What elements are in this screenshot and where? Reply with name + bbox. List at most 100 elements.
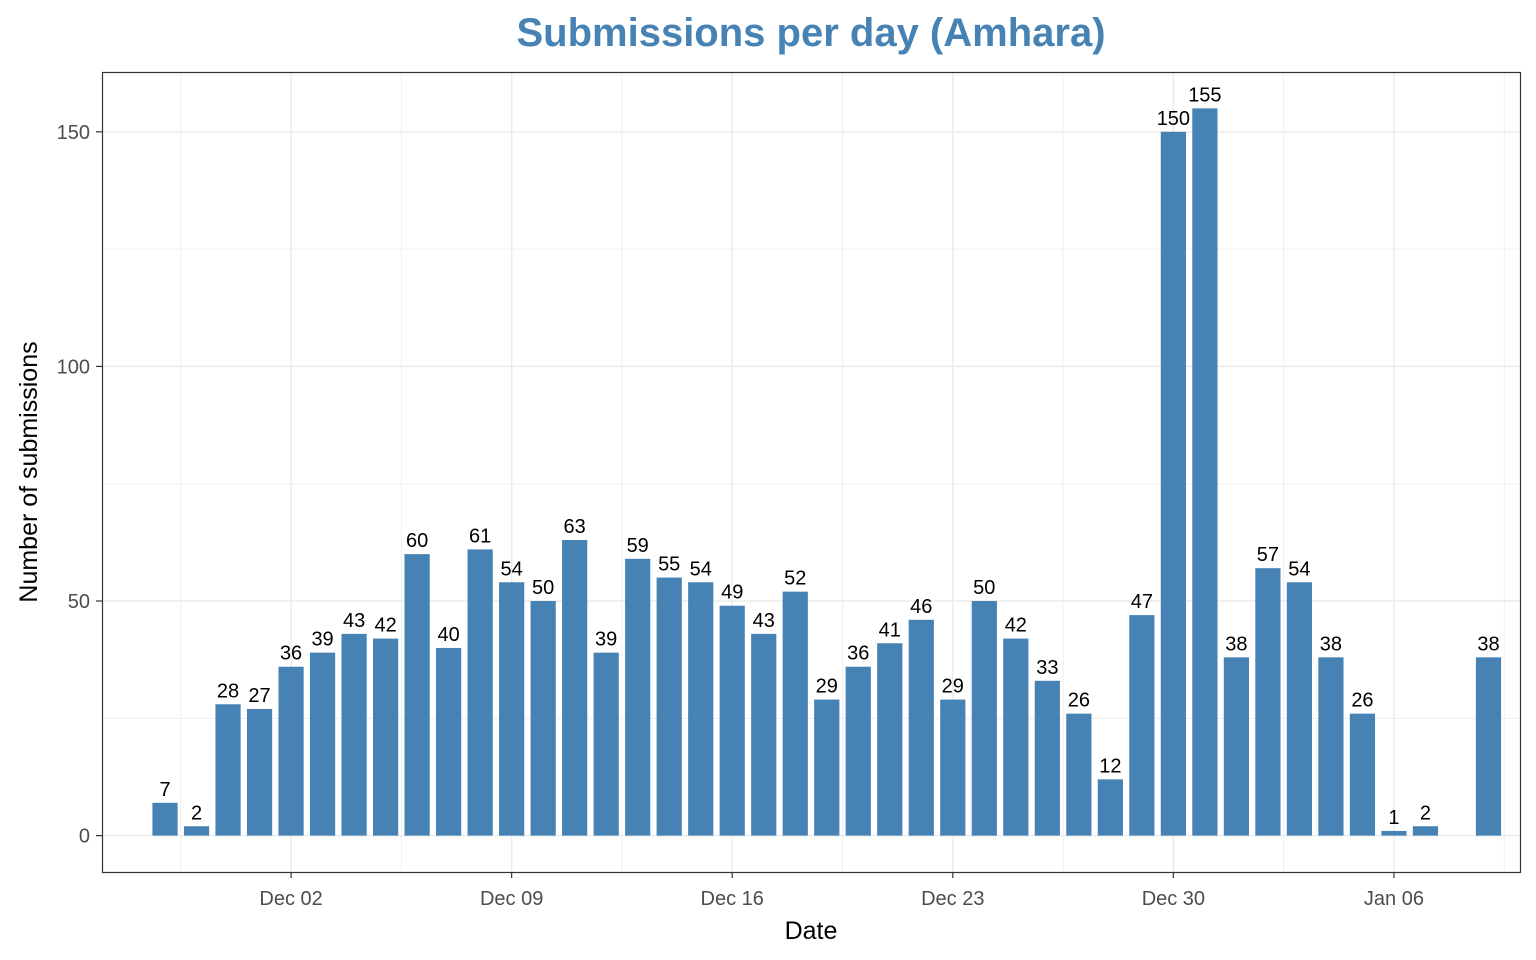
bar-value-label: 54 bbox=[690, 558, 712, 580]
x-tick-label: Dec 30 bbox=[1142, 888, 1205, 910]
x-axis-title: Date bbox=[785, 917, 838, 945]
bar-value-label: 2 bbox=[1420, 802, 1431, 824]
y-tick-label: 100 bbox=[57, 356, 90, 378]
bar-value-label: 38 bbox=[1477, 633, 1499, 655]
bar bbox=[372, 638, 399, 836]
x-tick-label: Dec 09 bbox=[480, 888, 543, 910]
bar bbox=[1255, 568, 1281, 836]
bar bbox=[1223, 657, 1250, 836]
bar bbox=[246, 708, 273, 836]
bar-value-label: 38 bbox=[1320, 633, 1342, 655]
bar bbox=[1349, 713, 1376, 836]
bar bbox=[814, 699, 840, 836]
bar bbox=[215, 704, 241, 836]
panel-border bbox=[101, 71, 1522, 874]
y-tick-label: 150 bbox=[57, 122, 90, 144]
bar bbox=[625, 558, 651, 836]
bar-value-label: 39 bbox=[311, 629, 333, 651]
bar bbox=[940, 699, 966, 836]
bar bbox=[908, 619, 934, 836]
x-tick-label: Dec 23 bbox=[921, 888, 984, 910]
bar bbox=[656, 577, 682, 836]
bar bbox=[688, 582, 714, 836]
bar bbox=[1160, 131, 1186, 836]
bar-value-label: 33 bbox=[1036, 657, 1058, 679]
bar bbox=[1381, 830, 1407, 836]
bar-value-label: 41 bbox=[879, 619, 901, 641]
grid-lines bbox=[102, 72, 1520, 872]
bar-value-label: 55 bbox=[658, 554, 680, 576]
bar bbox=[845, 666, 871, 836]
bar bbox=[1192, 108, 1218, 836]
y-tick-label: 0 bbox=[79, 826, 90, 848]
bar bbox=[1129, 615, 1155, 836]
bar bbox=[530, 601, 556, 836]
bar-value-label: 12 bbox=[1099, 755, 1121, 777]
bar bbox=[593, 652, 619, 836]
bar bbox=[183, 826, 210, 836]
bar bbox=[1003, 638, 1029, 836]
bar-value-label: 28 bbox=[217, 680, 239, 702]
bar-value-label: 54 bbox=[501, 558, 523, 580]
bar-value-label: 36 bbox=[847, 643, 869, 665]
bar bbox=[1318, 657, 1344, 836]
bar bbox=[278, 666, 304, 836]
bar-value-label: 27 bbox=[248, 685, 270, 707]
bar-value-label: 54 bbox=[1288, 558, 1310, 580]
y-tick-label: 50 bbox=[68, 591, 90, 613]
bar-value-label: 50 bbox=[532, 577, 554, 599]
bar-value-label: 26 bbox=[1068, 690, 1090, 712]
bar-value-label: 49 bbox=[721, 582, 743, 604]
bar-value-label: 155 bbox=[1188, 84, 1221, 106]
bar bbox=[1097, 779, 1123, 836]
bar bbox=[341, 633, 367, 836]
bar-value-label: 40 bbox=[437, 624, 459, 646]
bar bbox=[877, 643, 903, 836]
bar-value-label: 57 bbox=[1257, 544, 1279, 566]
bar-value-label: 36 bbox=[280, 643, 302, 665]
y-axis: 0 50 100 150 bbox=[57, 122, 102, 848]
bar bbox=[1034, 680, 1060, 836]
bar-value-label: 39 bbox=[595, 629, 617, 651]
bar-value-label: 42 bbox=[1005, 615, 1027, 637]
bar-value-label: 29 bbox=[816, 676, 838, 698]
bar bbox=[719, 605, 745, 836]
bar-value-label: 26 bbox=[1351, 690, 1373, 712]
x-tick-label: Dec 16 bbox=[701, 888, 764, 910]
bar-value-label: 38 bbox=[1225, 633, 1247, 655]
bar bbox=[467, 549, 493, 836]
bar bbox=[436, 647, 462, 836]
bar-value-label: 47 bbox=[1131, 591, 1153, 613]
bar bbox=[1412, 826, 1439, 836]
x-axis: Dec 02 Dec 09 Dec 16 Dec 23 Dec 30 Jan 06 bbox=[259, 872, 1424, 910]
bar-value-label: 50 bbox=[973, 577, 995, 599]
bar bbox=[751, 633, 777, 836]
bars bbox=[152, 108, 1502, 836]
bar bbox=[971, 601, 997, 836]
y-axis-title: Number of submissions bbox=[15, 341, 43, 602]
bar bbox=[1475, 657, 1502, 836]
bar-value-label: 29 bbox=[942, 676, 964, 698]
chart-title: Submissions per day (Amhara) bbox=[516, 11, 1105, 55]
bar-value-label: 42 bbox=[374, 615, 396, 637]
bar bbox=[309, 652, 336, 836]
x-tick-label: Dec 02 bbox=[259, 888, 322, 910]
bar bbox=[1286, 582, 1313, 836]
bar-value-label: 43 bbox=[343, 610, 365, 632]
bar bbox=[499, 582, 525, 836]
bar-value-label: 2 bbox=[191, 802, 202, 824]
bar bbox=[152, 802, 178, 836]
bar-value-label: 7 bbox=[159, 779, 170, 801]
bar bbox=[562, 540, 588, 836]
bar-value-label: 1 bbox=[1388, 807, 1399, 829]
bar-value-label: 61 bbox=[469, 525, 491, 547]
x-tick-label: Jan 06 bbox=[1364, 888, 1424, 910]
bar bbox=[404, 554, 430, 836]
bar-value-label: 60 bbox=[406, 530, 428, 552]
bar-value-label: 63 bbox=[564, 516, 586, 538]
bar-value-label: 46 bbox=[910, 596, 932, 618]
bar-value-label: 43 bbox=[753, 610, 775, 632]
bar-value-label: 52 bbox=[784, 568, 806, 590]
